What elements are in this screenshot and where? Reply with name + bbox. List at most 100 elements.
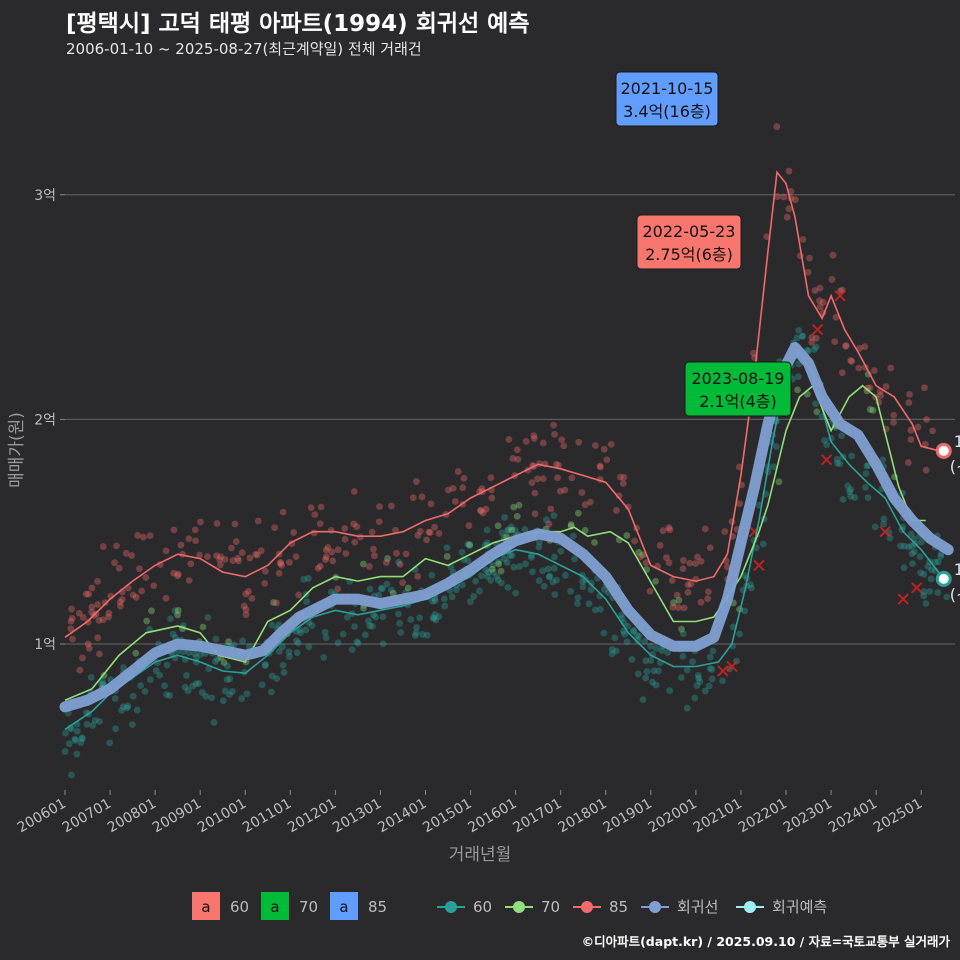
scatter-point-85 [636, 553, 644, 561]
scatter-point-60 [652, 681, 660, 689]
scatter-point-85 [94, 634, 102, 642]
scatter-point-70 [384, 555, 391, 562]
scatter-point-85 [99, 543, 107, 550]
series-line-85 [64, 170, 940, 638]
scatter-point-60 [370, 611, 377, 619]
scatter-point-60 [228, 688, 236, 695]
scatter-point-85 [736, 500, 743, 508]
scatter-point-85 [459, 484, 467, 492]
scatter-point-60 [78, 734, 86, 742]
scatter-point-85 [514, 455, 522, 463]
scatter-point-85 [704, 595, 712, 603]
scatter-point-60 [719, 677, 726, 685]
scatter-point-60 [430, 614, 438, 622]
scatter-point-85 [706, 544, 714, 552]
scatter-point-70 [639, 551, 647, 559]
scatter-point-85 [174, 570, 182, 578]
scatter-point-85 [234, 554, 242, 562]
scatter-point-60 [472, 577, 480, 585]
scatter-point-70 [863, 387, 871, 395]
scatter-point-85 [723, 563, 731, 571]
scatter-point-85 [427, 500, 435, 508]
scatter-point-60 [161, 682, 168, 690]
scatter-point-85 [890, 419, 897, 426]
scatter-point-60 [497, 579, 505, 587]
legend-box-swatch [330, 892, 358, 920]
scatter-point-60 [431, 597, 439, 605]
scatter-point-85 [122, 549, 130, 557]
scatter-point-85 [254, 517, 262, 525]
scatter-point-60 [458, 581, 466, 589]
x-tick-label: 201201 [285, 796, 339, 837]
scatter-point-70 [174, 607, 182, 614]
scatter-point-60 [812, 400, 819, 408]
scatter-point-60 [387, 586, 395, 594]
x-tick-label: 201701 [510, 796, 564, 837]
scatter-point-60 [369, 622, 376, 630]
scatter-point-85 [292, 553, 300, 560]
scatter-point-60 [696, 678, 704, 686]
scatter-point-85 [387, 502, 395, 510]
scatter-point-85 [185, 576, 193, 584]
scatter-point-85 [539, 439, 547, 447]
scatter-point-60 [379, 640, 387, 648]
cancelled-deal-marker [879, 525, 891, 538]
scatter-point-85 [246, 554, 254, 562]
scatter-point-60 [641, 637, 649, 645]
scatter-point-60 [133, 706, 141, 714]
scatter-point-85 [831, 338, 839, 346]
scatter-point-60 [907, 530, 915, 538]
scatter-point-60 [192, 654, 200, 661]
scatter-point-60 [477, 572, 485, 580]
scatter-point-60 [268, 672, 276, 680]
x-tick-label: 200801 [105, 796, 159, 837]
scatter-point-60 [557, 547, 565, 555]
scatter-point-60 [184, 687, 192, 695]
scatter-point-60 [226, 691, 233, 698]
scatter-point-60 [99, 678, 107, 686]
scatter-point-85 [370, 552, 378, 560]
scatter-point-85 [561, 486, 569, 494]
scatter-point-85 [680, 604, 688, 612]
scatter-point-85 [921, 440, 929, 448]
scatter-point-60 [71, 737, 79, 744]
scatter-point-85 [84, 640, 92, 648]
scatter-point-85 [170, 569, 178, 577]
scatter-point-60 [212, 658, 219, 665]
scatter-point-60 [483, 526, 491, 534]
scatter-point-60 [847, 492, 855, 500]
scatter-point-60 [129, 692, 137, 700]
scatter-point-85 [327, 526, 335, 534]
scatter-point-60 [508, 551, 516, 559]
scatter-point-70 [866, 406, 874, 413]
scatter-point-60 [285, 653, 293, 661]
scatter-point-60 [238, 695, 246, 702]
scatter-point-85 [79, 614, 87, 621]
x-tick-label: 202001 [646, 796, 700, 837]
scatter-point-70 [581, 526, 589, 534]
annotation-date: 2022-05-23 [643, 222, 736, 241]
scatter-point-60 [397, 629, 405, 636]
scatter-point-85 [829, 251, 837, 259]
scatter-point-85 [675, 604, 682, 612]
scatter-point-60 [452, 586, 460, 594]
scatter-point-85 [539, 475, 547, 483]
scatter-point-85 [581, 501, 589, 509]
scatter-point-85 [575, 438, 583, 446]
scatter-point-85 [669, 603, 677, 611]
scatter-point-85 [85, 644, 93, 652]
chart-title: [평택시] 고덕 태평 아파트(1994) 회귀선 예측 [66, 11, 530, 37]
scatter-point-60 [195, 680, 203, 687]
scatter-point-60 [294, 639, 302, 647]
scatter-point-85 [642, 559, 650, 567]
cancelled-deal-marker [753, 559, 765, 572]
scatter-point-85 [509, 455, 517, 462]
scatter-point-60 [706, 653, 714, 661]
scatter-point-70 [670, 599, 677, 607]
scatter-point-85 [365, 563, 373, 570]
scatter-point-70 [869, 406, 877, 414]
scatter-point-60 [550, 512, 558, 520]
scatter-point-60 [106, 739, 114, 747]
scatter-point-60 [647, 657, 655, 665]
scatter-point-85 [216, 556, 224, 563]
